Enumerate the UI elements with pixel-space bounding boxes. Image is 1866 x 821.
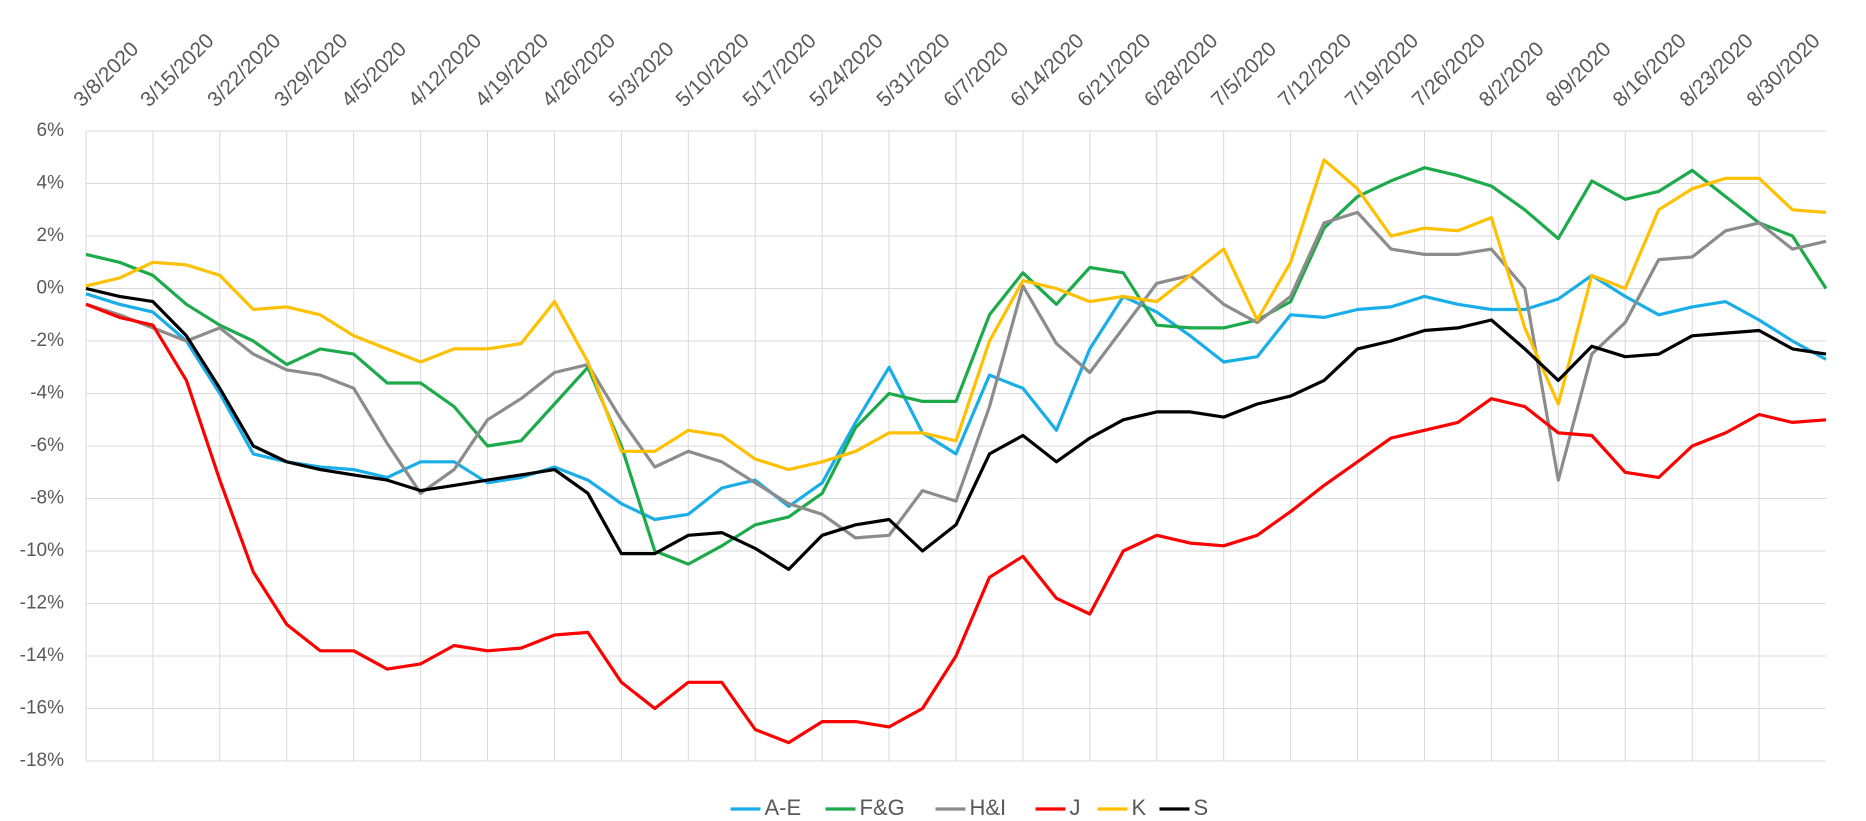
y-tick-label: -4% (30, 383, 64, 404)
y-tick-label: 4% (37, 173, 65, 194)
y-tick-label: -6% (30, 435, 64, 456)
y-tick-label: -2% (30, 330, 64, 351)
series-line (85, 273, 1827, 522)
legend-label: A-E (765, 795, 802, 820)
x-tick-label: 3/8/2020 (69, 37, 143, 111)
legend-label: S (1194, 795, 1209, 820)
series-line (85, 158, 1827, 472)
legend-label: F&G (860, 795, 905, 820)
series-line (85, 286, 1827, 571)
series-line (85, 302, 1827, 745)
legend-label: H&I (970, 795, 1007, 820)
y-tick-label: -14% (20, 645, 64, 666)
x-tick-label: 8/30/2020 (1742, 29, 1824, 111)
y-tick-label: -10% (20, 540, 64, 561)
y-tick-label: -12% (20, 593, 64, 614)
y-tick-label: 0% (37, 278, 65, 299)
series-line (85, 166, 1828, 566)
y-tick-label: -18% (20, 750, 64, 771)
legend-label: K (1132, 795, 1147, 820)
y-tick-label: -16% (20, 698, 64, 719)
y-tick-label: -8% (30, 488, 64, 509)
x-tick-label: 8/9/2020 (1542, 37, 1616, 111)
y-tick-label: 6% (37, 120, 65, 141)
y-tick-label: 2% (37, 225, 65, 246)
legend-label: J (1070, 795, 1081, 820)
